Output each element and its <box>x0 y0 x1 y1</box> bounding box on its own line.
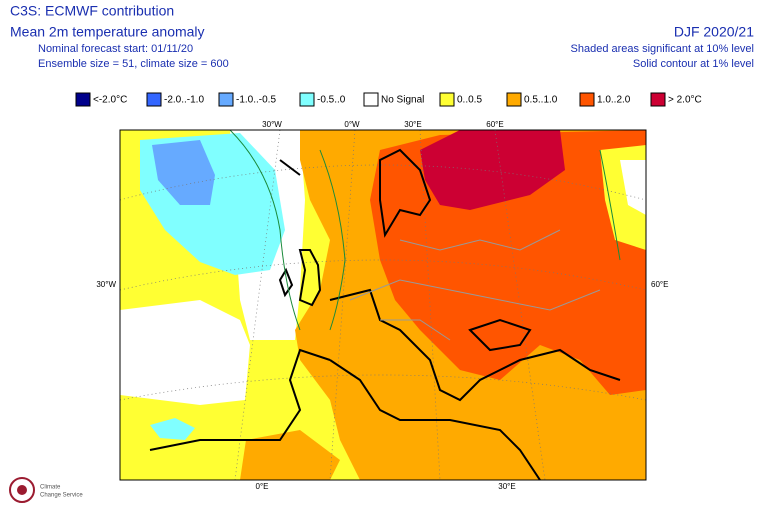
legend-label: 0.5..1.0 <box>524 95 558 106</box>
variable-title: Mean 2m temperature anomaly <box>10 24 205 40</box>
legend-label: -1.0..-0.5 <box>236 95 276 106</box>
lon-label: 30°W <box>96 280 116 289</box>
logo-text: Change Service <box>40 493 83 499</box>
legend-label: 1.0..2.0 <box>597 95 631 106</box>
legend-label: -2.0..-1.0 <box>164 95 204 106</box>
legend-label: > 2.0°C <box>668 95 702 106</box>
lon-label: 30°E <box>498 482 515 491</box>
legend-swatch <box>439 92 455 107</box>
lon-label: 30°W <box>262 120 282 129</box>
legend-swatch <box>218 92 234 107</box>
forecast-start: Nominal forecast start: 01/11/20 <box>38 43 193 55</box>
season: DJF 2020/21 <box>674 24 754 40</box>
product-title: C3S: ECMWF contribution <box>10 3 174 19</box>
legend-label: No Signal <box>381 95 424 106</box>
ensemble-size: Ensemble size = 51, climate size = 600 <box>38 58 229 70</box>
legend-swatch <box>146 92 162 107</box>
map-frame <box>119 129 647 481</box>
legend-swatch <box>75 92 91 107</box>
lon-label: 60°E <box>651 280 668 289</box>
legend-swatch <box>506 92 522 107</box>
legend-swatch <box>579 92 595 107</box>
logo-text: Climate <box>40 485 61 491</box>
lon-label: 60°E <box>486 120 503 129</box>
significance-note: Shaded areas significant at 10% level <box>571 43 754 55</box>
legend-swatch <box>363 92 379 107</box>
legend-swatch <box>650 92 666 107</box>
legend-swatch <box>299 92 315 107</box>
lon-label: 0°E <box>256 482 269 491</box>
legend-label: 0..0.5 <box>457 95 482 106</box>
contour-note: Solid contour at 1% level <box>633 58 754 70</box>
legend: <-2.0°C -2.0..-1.0 -1.0..-0.5 -0.5..0 No Sig… <box>75 92 702 107</box>
logo: Climate Change Service <box>9 477 83 503</box>
legend-label: <-2.0°C <box>93 95 127 106</box>
legend-label: -0.5..0 <box>317 95 346 106</box>
map-field <box>120 130 646 480</box>
lon-label: 30°E <box>404 120 421 129</box>
lon-label: 0°W <box>344 120 360 129</box>
